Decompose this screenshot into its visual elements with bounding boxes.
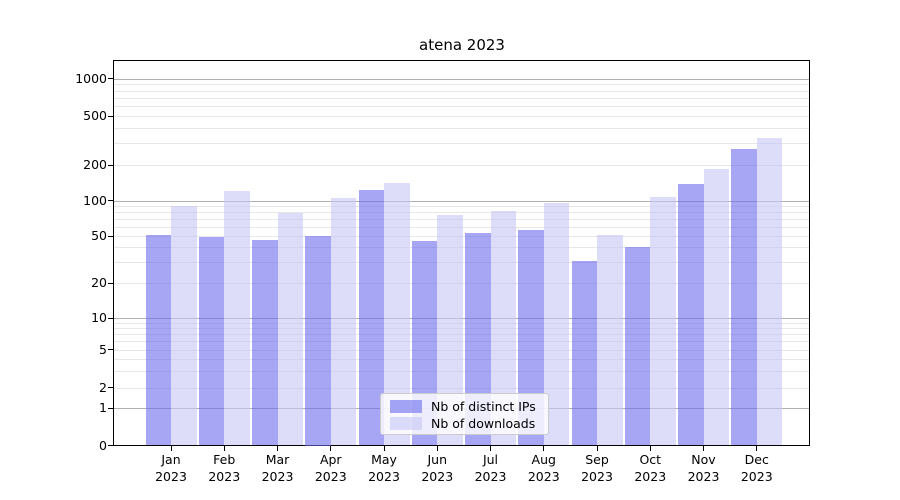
bar-distinct-ips-oct xyxy=(624,247,651,446)
y-tick-label: 0 xyxy=(99,437,107,453)
x-tick-mark xyxy=(383,446,385,451)
bar-downloads-apr xyxy=(330,198,357,446)
chart-title: atena 2023 xyxy=(419,36,505,54)
x-tick-mark xyxy=(543,446,545,451)
legend-label-distinct-ips: Nb of distinct IPs xyxy=(431,399,536,414)
bar-downloads-mar xyxy=(277,212,303,446)
bar-distinct-ips-mar xyxy=(252,240,278,446)
y-tick-label: 20 xyxy=(91,275,107,290)
x-tick-label: Apr 2023 xyxy=(314,452,347,484)
x-tick-label: Jan 2023 xyxy=(155,452,187,484)
x-tick-label: Aug 2023 xyxy=(527,452,560,484)
y-tick-mark xyxy=(108,445,113,446)
x-tick-mark xyxy=(596,446,598,451)
legend-label-downloads: Nb of downloads xyxy=(431,416,536,431)
x-tick-mark xyxy=(170,446,172,451)
bar-distinct-ips-apr xyxy=(305,236,331,446)
bar-downloads-dec xyxy=(756,137,783,446)
y-tick-label: 50 xyxy=(91,228,107,243)
y-tick-mark xyxy=(108,164,113,166)
ips-bar-swatch xyxy=(390,400,422,413)
bar-distinct-ips-sep xyxy=(571,260,597,446)
y-tick-mark xyxy=(108,387,113,388)
bar-distinct-ips-dec xyxy=(731,149,757,446)
y-tick-mark xyxy=(108,317,113,319)
x-tick-label: Dec 2023 xyxy=(740,452,773,484)
minor-gridline xyxy=(114,116,809,117)
y-tick-mark xyxy=(108,200,113,201)
bar-downloads-jan xyxy=(171,205,197,446)
y-tick-label: 1000 xyxy=(75,70,107,86)
bar-downloads-oct xyxy=(650,197,676,446)
x-tick-label: Mar 2023 xyxy=(261,452,294,484)
minor-gridline xyxy=(114,165,809,166)
y-tick-label: 2 xyxy=(99,379,107,395)
bar-downloads-sep xyxy=(597,234,623,446)
x-tick-mark xyxy=(490,446,491,451)
x-tick-mark xyxy=(436,446,438,451)
major-gridline xyxy=(114,200,809,202)
plot-area xyxy=(113,60,810,446)
y-tick-mark xyxy=(108,115,113,117)
y-tick-mark xyxy=(108,78,113,79)
y-tick-label: 10 xyxy=(91,310,107,325)
minor-gridline xyxy=(114,97,809,99)
legend-item-downloads: Nb of downloads xyxy=(390,415,548,432)
minor-gridline xyxy=(114,211,809,213)
major-gridline xyxy=(114,78,809,80)
bar-downloads-nov xyxy=(703,168,729,446)
y-tick-label: 500 xyxy=(83,108,107,123)
minor-gridline xyxy=(114,127,809,129)
x-tick-label: Jun 2023 xyxy=(421,452,454,484)
y-tick-label: 5 xyxy=(99,341,107,357)
y-tick-mark xyxy=(108,282,113,284)
legend-item-distinct-ips: Nb of distinct IPs xyxy=(390,398,548,415)
x-tick-mark xyxy=(223,446,225,451)
x-tick-label: Oct 2023 xyxy=(634,452,667,484)
bar-downloads-feb xyxy=(224,191,250,446)
y-tick-label: 200 xyxy=(83,157,107,172)
y-tick-label: 1 xyxy=(99,400,107,415)
x-tick-label: Feb 2023 xyxy=(208,452,241,484)
x-tick-mark xyxy=(330,446,332,451)
bar-distinct-ips-may xyxy=(358,189,384,446)
minor-gridline xyxy=(114,84,809,86)
x-tick-mark xyxy=(277,446,278,451)
minor-gridline xyxy=(114,205,809,207)
y-tick-mark xyxy=(108,235,113,237)
minor-gridline xyxy=(114,106,809,108)
y-tick-mark xyxy=(108,407,113,409)
x-tick-label: Sep 2023 xyxy=(581,452,613,484)
x-tick-label: May 2023 xyxy=(368,452,400,484)
legend: Nb of distinct IPs Nb of downloads xyxy=(380,393,549,435)
bar-distinct-ips-feb xyxy=(198,237,225,446)
x-tick-label: Nov 2023 xyxy=(687,452,720,484)
x-tick-label: Jul 2023 xyxy=(474,452,507,484)
x-tick-mark xyxy=(703,446,704,451)
bar-distinct-ips-nov xyxy=(678,184,704,446)
minor-gridline xyxy=(114,143,809,145)
minor-gridline xyxy=(114,90,809,92)
bar-distinct-ips-jan xyxy=(145,234,171,446)
x-tick-mark xyxy=(756,446,758,451)
y-tick-mark xyxy=(108,349,113,350)
downloads-bar-swatch xyxy=(390,417,422,430)
x-tick-mark xyxy=(649,446,651,451)
y-tick-label: 100 xyxy=(83,192,107,208)
